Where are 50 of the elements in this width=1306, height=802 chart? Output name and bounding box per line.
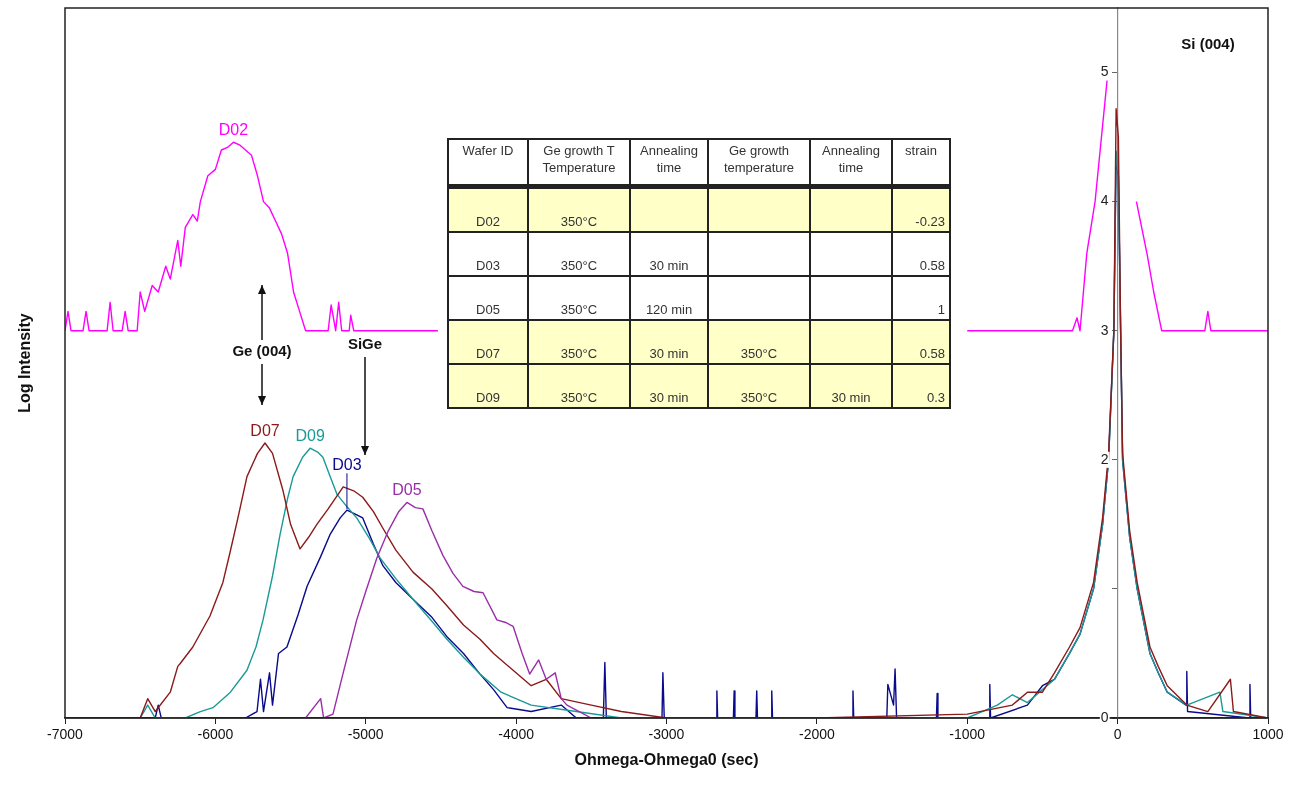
series-label: D09 xyxy=(295,427,325,445)
x-tick-label: -1000 xyxy=(949,726,986,743)
annotation: Annealing time xyxy=(630,139,708,187)
x-tick-label: -3000 xyxy=(648,726,685,743)
annotation: D02 xyxy=(448,186,528,232)
annotation: Si (004) xyxy=(1181,35,1235,53)
y-axis-title: Log Intensity xyxy=(16,313,34,413)
annotation: 350°C xyxy=(528,232,630,276)
annotation: 0.3 xyxy=(892,364,950,408)
x-tick-label: -2000 xyxy=(798,726,835,743)
annotation: SiGe xyxy=(347,335,383,353)
annotation: 30 min xyxy=(630,364,708,408)
x-tick-label: -5000 xyxy=(347,726,384,743)
x-tick-label: -7000 xyxy=(47,726,84,743)
annotation: D05 xyxy=(448,276,528,320)
series-label: D07 xyxy=(250,422,280,440)
text: D03 xyxy=(332,456,362,474)
y-tick-label: 3 xyxy=(1100,321,1109,338)
annotation: 350°C xyxy=(708,364,810,408)
annotation: Wafer ID xyxy=(448,139,528,187)
x-tick-label: 1000 xyxy=(1252,726,1284,743)
annotation: 0.58 xyxy=(892,320,950,364)
annotation: 350°C xyxy=(528,320,630,364)
annotation: 30 min xyxy=(630,320,708,364)
series-label: D05 xyxy=(392,481,422,499)
annotation: 30 min xyxy=(810,364,892,408)
annotation: -0.23 xyxy=(892,186,950,232)
annotation: 350°C xyxy=(708,320,810,364)
y-tick-label: 4 xyxy=(1100,192,1109,209)
annotation: 30 min xyxy=(630,232,708,276)
annotation: 0.58 xyxy=(892,232,950,276)
annotation: Ge growth T Temperature xyxy=(528,139,630,187)
x-tick-label: -4000 xyxy=(498,726,535,743)
annotation: 350°C xyxy=(528,276,630,320)
annotation: D07 xyxy=(448,320,528,364)
annotation: 350°C xyxy=(528,364,630,408)
annotation: 350°C xyxy=(528,186,630,232)
annotation: D03 xyxy=(448,232,528,276)
x-axis-title: Ohmega-Ohmega0 (sec) xyxy=(574,750,759,768)
annotation: Annealing time xyxy=(810,139,892,187)
series-label: D02 xyxy=(218,121,249,139)
annotation: 120 min xyxy=(630,276,708,320)
y-tick-label: 0 xyxy=(1100,708,1109,725)
annotation: 1 xyxy=(892,276,950,320)
annotation: D09 xyxy=(448,364,528,408)
x-tick-label: 0 xyxy=(1113,726,1122,743)
x-tick-label: -6000 xyxy=(197,726,234,743)
annotation: Ge growth temperature xyxy=(708,139,810,187)
annotation: strain xyxy=(892,139,950,187)
annotation: Ge (004) xyxy=(232,342,292,360)
